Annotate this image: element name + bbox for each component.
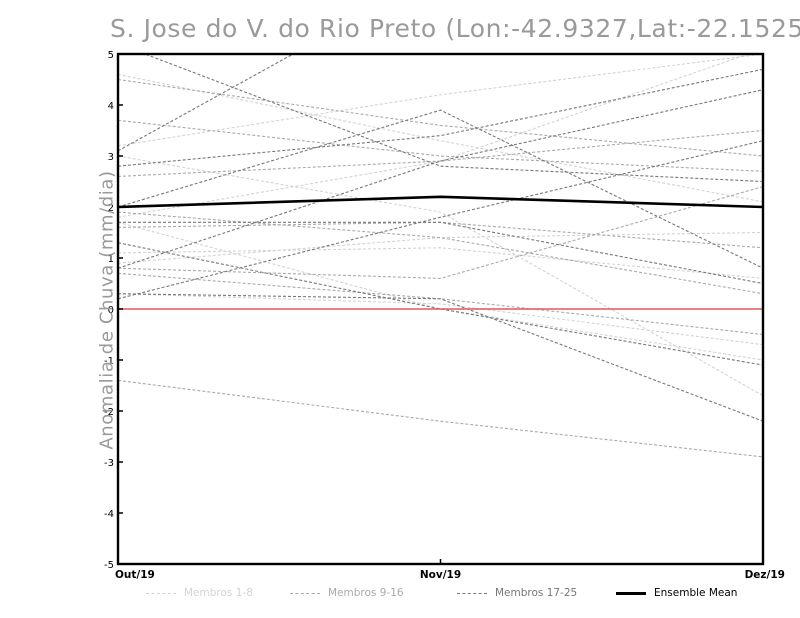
- member-series-line: [118, 221, 763, 361]
- y-tick-label: -1: [104, 356, 114, 367]
- member-series-line: [118, 78, 763, 157]
- member-series-line: [143, 54, 763, 183]
- member-series-line: [118, 293, 763, 422]
- member-series-line: [118, 68, 763, 167]
- x-tick-label: Nov/19: [420, 569, 461, 581]
- member-series-line: [118, 54, 751, 218]
- legend-item-membros-9-16: Membros 9-16: [290, 585, 404, 601]
- x-tick-label: Dez/19: [745, 569, 785, 581]
- legend-swatch: [616, 591, 646, 595]
- chart-title: S. Jose do V. do Rio Preto (Lon:-42.9327…: [110, 14, 800, 43]
- y-tick-label: 4: [108, 101, 114, 112]
- legend-item-membros-1-8: Membros 1-8: [146, 585, 253, 601]
- legend-label: Membros 9-16: [328, 587, 404, 599]
- legend-swatch: [290, 592, 320, 594]
- legend-item-membros-17-25: Membros 17-25: [457, 585, 577, 601]
- y-tick-label: 2: [108, 203, 114, 214]
- member-series-line: [118, 54, 763, 147]
- y-tick-label: 3: [108, 152, 114, 163]
- member-series-line: [118, 293, 763, 346]
- member-series-line: [118, 272, 763, 336]
- ensemble-mean-line: [118, 195, 763, 209]
- chart-legend: Membros 1-8 Membros 9-16 Membros 17-25 E…: [0, 585, 800, 601]
- y-tick-label: 0: [108, 305, 114, 316]
- member-series-line: [118, 221, 763, 285]
- legend-label: Membros 17-25: [495, 587, 578, 599]
- member-series-line: [118, 155, 763, 397]
- member-series-line: [118, 242, 763, 366]
- y-tick-label: -2: [104, 407, 114, 418]
- member-series-line: [118, 247, 763, 279]
- member-series-line: [118, 379, 763, 458]
- member-series-line: [118, 109, 763, 269]
- x-tick-label: Out/19: [115, 569, 155, 581]
- legend-item-ensemble-mean: Ensemble Mean: [616, 585, 737, 601]
- y-axis-label: Anomalia de Chuva (mm/dia): [96, 170, 118, 450]
- member-series-line: [118, 129, 763, 177]
- y-tick-label: 1: [108, 254, 114, 265]
- legend-swatch: [457, 592, 487, 594]
- member-series-line: [118, 211, 763, 295]
- member-series-line: [118, 221, 763, 249]
- y-tick-label: -5: [104, 560, 114, 571]
- member-series-line: [118, 89, 763, 269]
- legend-swatch: [146, 592, 176, 594]
- y-tick-label: -4: [104, 509, 114, 520]
- y-tick-label: -3: [104, 458, 114, 469]
- member-series-line: [118, 140, 763, 300]
- member-series-line: [118, 54, 295, 152]
- plot-area: [118, 54, 763, 458]
- member-series-line: [118, 231, 763, 264]
- y-tick-label: 5: [108, 50, 114, 61]
- legend-label: Ensemble Mean: [654, 587, 738, 599]
- member-series-line: [118, 119, 763, 172]
- legend-label: Membros 1-8: [184, 587, 253, 599]
